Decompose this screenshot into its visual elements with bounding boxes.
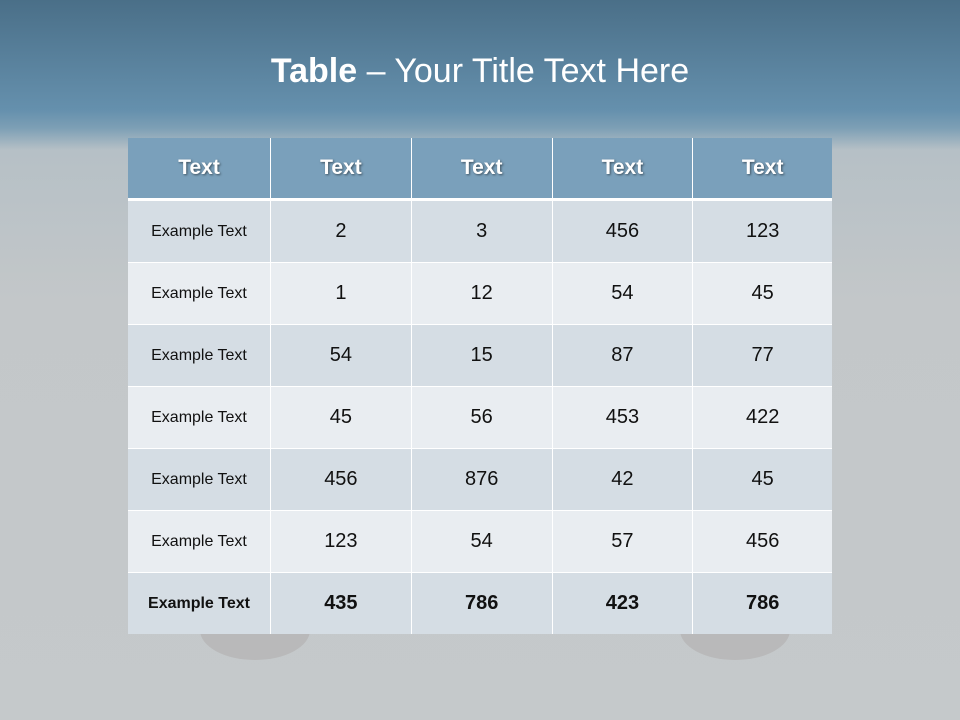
table-cell: 54 — [270, 324, 412, 387]
header-cell: Text — [411, 138, 553, 201]
data-table: Text Text Text Text Text Example Text 2 3 4… — [128, 138, 832, 634]
row-label: Example Text — [128, 572, 271, 634]
table-row: Example Text 54 15 87 77 — [128, 324, 832, 387]
table-cell: 3 — [411, 199, 553, 263]
table-row: Example Text 456 876 42 45 — [128, 448, 832, 511]
header-row: Text Text Text Text Text — [128, 138, 832, 201]
table-row: Example Text 1 12 54 45 — [128, 262, 832, 325]
table-cell: 456 — [692, 510, 832, 573]
row-label: Example Text — [128, 448, 271, 511]
title-rest: – Your Title Text Here — [357, 52, 690, 90]
table-cell: 435 — [270, 572, 412, 634]
table-cell: 45 — [270, 386, 412, 449]
header-cell: Text — [552, 138, 694, 201]
table-cell: 87 — [552, 324, 694, 387]
table-row: Example Text 45 56 453 422 — [128, 386, 832, 449]
table-cell: 1 — [270, 262, 412, 325]
row-label: Example Text — [128, 386, 271, 449]
table-cell: 876 — [411, 448, 553, 511]
table-cell: 456 — [270, 448, 412, 511]
row-label: Example Text — [128, 199, 271, 263]
table-cell: 423 — [552, 572, 694, 634]
header-cell: Text — [270, 138, 412, 201]
row-label: Example Text — [128, 510, 271, 573]
title-bold: Table — [270, 52, 358, 90]
table-cell: 56 — [411, 386, 553, 449]
table-cell: 456 — [552, 199, 694, 263]
table-row: Example Text 2 3 456 123 — [128, 199, 832, 263]
table-cell: 42 — [552, 448, 694, 511]
header-cell: Text — [692, 138, 832, 201]
table-cell: 54 — [411, 510, 553, 573]
row-label: Example Text — [128, 324, 271, 387]
slide-title: Table – Your Title Text Here — [0, 52, 960, 91]
row-label: Example Text — [128, 262, 271, 325]
table-cell: 57 — [552, 510, 694, 573]
table-cell: 54 — [552, 262, 694, 325]
table-cell: 422 — [692, 386, 832, 449]
table-cell: 15 — [411, 324, 553, 387]
table-row: Example Text 435 786 423 786 — [128, 572, 832, 634]
table-cell: 12 — [411, 262, 553, 325]
table-cell: 77 — [692, 324, 832, 387]
table-cell: 123 — [270, 510, 412, 573]
table-cell: 123 — [692, 199, 832, 263]
table-cell: 453 — [552, 386, 694, 449]
table-cell: 786 — [411, 572, 553, 634]
header-cell: Text — [128, 138, 271, 201]
table-row: Example Text 123 54 57 456 — [128, 510, 832, 573]
table-cell: 45 — [692, 262, 832, 325]
table-cell: 45 — [692, 448, 832, 511]
table-cell: 2 — [270, 199, 412, 263]
table-cell: 786 — [692, 572, 832, 634]
